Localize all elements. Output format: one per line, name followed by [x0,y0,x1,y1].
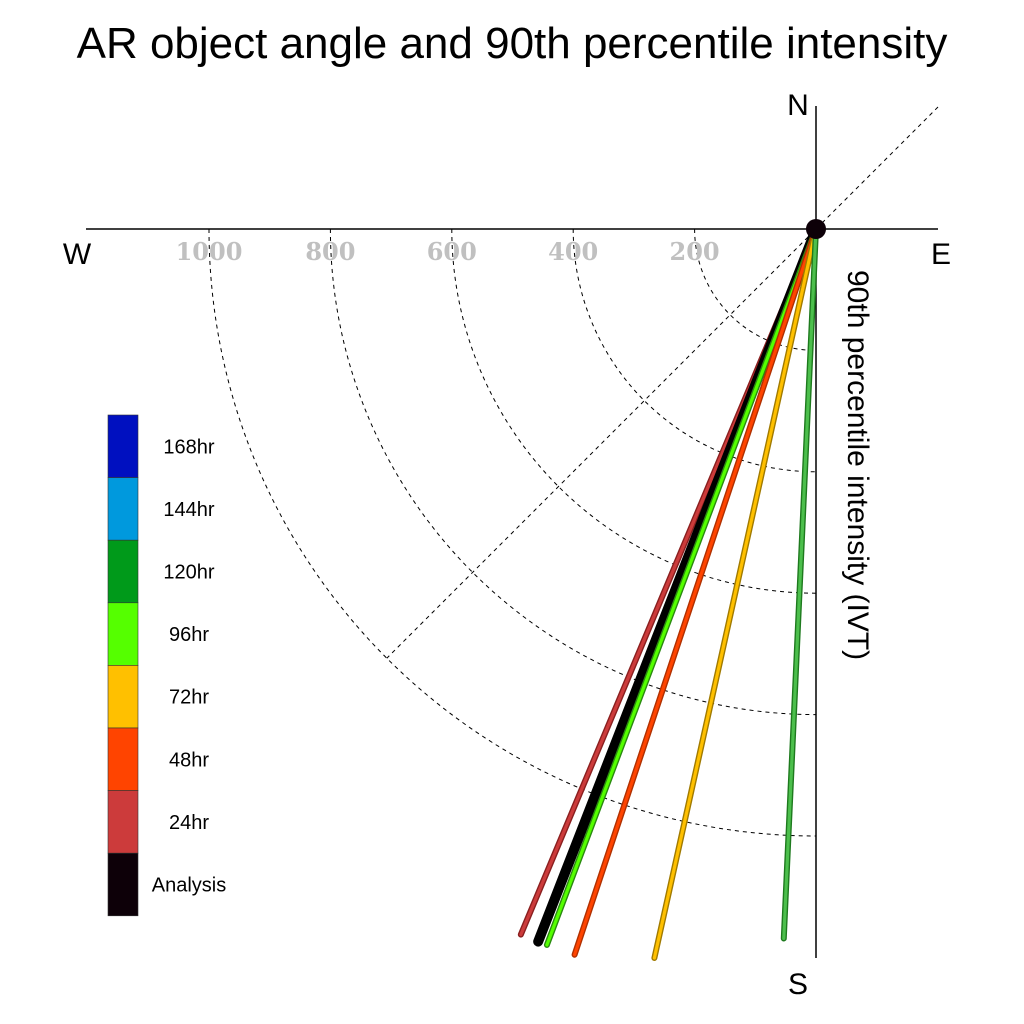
tick-label-200: 200 [670,237,720,266]
legend-swatch-24hr [107,790,139,854]
compass-north-label: N [787,89,809,122]
legend-swatch-analysis [107,852,139,917]
legend-label-96hr: 96hr [169,624,209,646]
legend-label-72hr: 72hr [169,687,209,709]
compass-south-label: S [788,968,808,1001]
y-axis-label: 90th percentile intensity (IVT) [841,270,874,660]
legend-label-24hr: 24hr [169,812,209,834]
legend-swatch-120hr [107,539,139,604]
grid-diagonal [386,106,939,659]
tick-label-800: 800 [305,237,355,266]
legend-label-120hr: 120hr [163,562,214,584]
legend: 168hr 144hr 120hr 96hr 72hr 48hr 24hr Analysis [107,414,226,917]
series-line-72hr [652,227,818,960]
legend-label-144hr: 144hr [163,499,214,521]
series-line-120hr [782,227,818,941]
series-lines [517,224,821,961]
legend-swatch-168hr [107,414,139,478]
series-72hr [651,226,819,961]
grid-arc-1000 [208,228,817,837]
legend-label-analysis: Analysis [152,875,226,897]
series-line-96hr [545,227,818,947]
legend-swatch-48hr [107,727,139,791]
grid-arc-800 [329,228,817,716]
tick-label-1000: 1000 [176,237,243,266]
series-48hr [571,226,819,958]
series-120hr [780,226,819,942]
grid [208,106,939,837]
radial-tick-labels: 200 400 600 800 1000 [176,237,720,266]
tick-label-600: 600 [427,237,477,266]
legend-swatch-144hr [107,477,139,541]
chart-title: AR object angle and 90th percentile inte… [77,19,948,68]
legend-label-168hr: 168hr [163,436,214,458]
origin-marker [806,219,826,239]
legend-swatch-72hr [107,665,139,729]
legend-label-48hr: 48hr [169,749,209,771]
legend-swatch-96hr [107,602,139,666]
compass-east-label: E [931,238,951,271]
tick-label-400: 400 [548,237,598,266]
grid-arc-200 [694,228,817,351]
series-line-48hr [572,227,818,957]
series-96hr [543,226,819,948]
compass-west-label: W [63,238,92,271]
